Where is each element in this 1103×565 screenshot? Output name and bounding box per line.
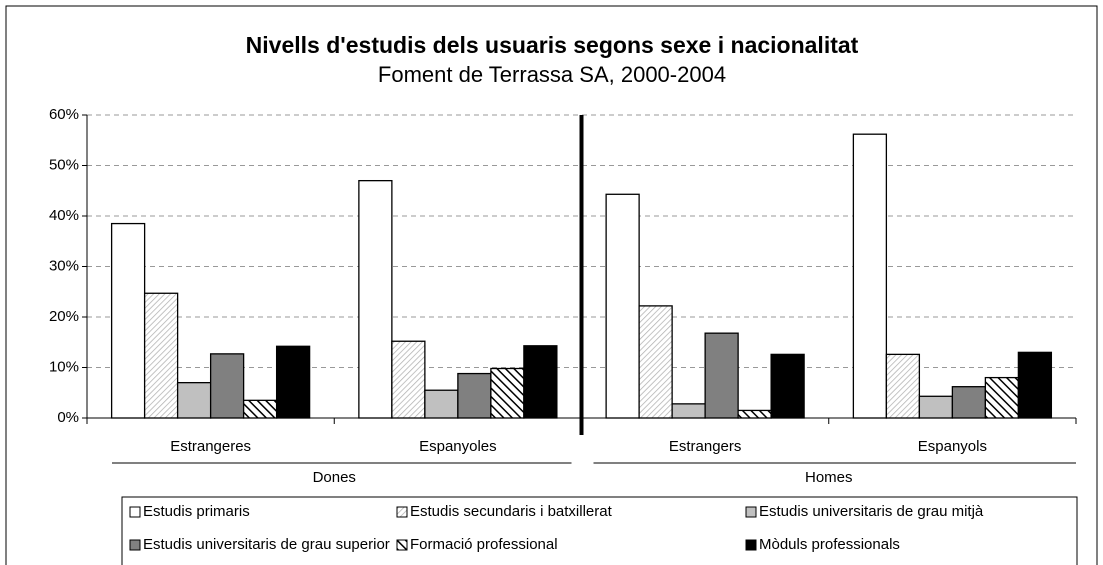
bar — [605, 193, 640, 419]
legend-label: Estudis universitaris de grau superior — [143, 536, 390, 553]
x-tick-label: Estrangers — [669, 438, 742, 455]
bar — [885, 353, 921, 419]
legend-swatch — [396, 539, 408, 551]
legend-swatch — [396, 506, 408, 518]
legend-swatch — [745, 539, 757, 551]
bar — [176, 381, 212, 419]
legend-label: Formació professional — [410, 536, 558, 553]
group-label: Homes — [805, 469, 853, 486]
chart-title: Nivells d'estudis dels usuaris segons se… — [246, 32, 859, 58]
chart-subtitle: Foment de Terrassa SA, 2000-2004 — [378, 62, 726, 87]
bar — [457, 372, 492, 419]
bar — [424, 389, 459, 419]
bar — [143, 292, 179, 419]
bar — [918, 395, 954, 419]
bar — [209, 353, 245, 419]
bar — [358, 179, 393, 419]
legend-swatch — [129, 539, 141, 551]
y-tick-label: 50% — [49, 156, 79, 173]
bar — [523, 345, 558, 419]
bar — [490, 367, 525, 419]
legend-swatch — [745, 506, 757, 518]
bar — [638, 305, 673, 419]
x-tick-label: Espanyols — [918, 438, 987, 455]
bar — [951, 386, 987, 419]
bar — [671, 403, 706, 419]
bar — [242, 399, 278, 419]
y-tick-label: 0% — [57, 409, 79, 426]
y-tick-label: 10% — [49, 358, 79, 375]
x-tick-label: Estrangeres — [170, 438, 251, 455]
y-tick-label: 20% — [49, 308, 79, 325]
y-tick-label: 60% — [49, 106, 79, 123]
y-tick-label: 40% — [49, 207, 79, 224]
legend-swatch — [129, 506, 141, 518]
y-tick-label: 30% — [49, 257, 79, 274]
legend-label: Estudis universitaris de grau mitjà — [759, 503, 984, 520]
group-label: Dones — [313, 469, 356, 486]
bar — [110, 222, 146, 419]
bar — [1017, 351, 1053, 419]
chart-frame — [5, 5, 1098, 565]
legend-label: Estudis primaris — [143, 503, 250, 520]
bar — [770, 353, 805, 419]
x-tick-label: Espanyoles — [419, 438, 497, 455]
legend-label: Estudis secundaris i batxillerat — [410, 503, 613, 520]
bar — [275, 345, 311, 419]
legend-box — [121, 496, 1078, 565]
bar — [984, 376, 1020, 419]
bar — [852, 133, 888, 419]
bar — [704, 332, 739, 419]
legend-label: Mòduls professionals — [759, 536, 900, 553]
bar — [737, 409, 772, 419]
bar — [391, 340, 426, 419]
